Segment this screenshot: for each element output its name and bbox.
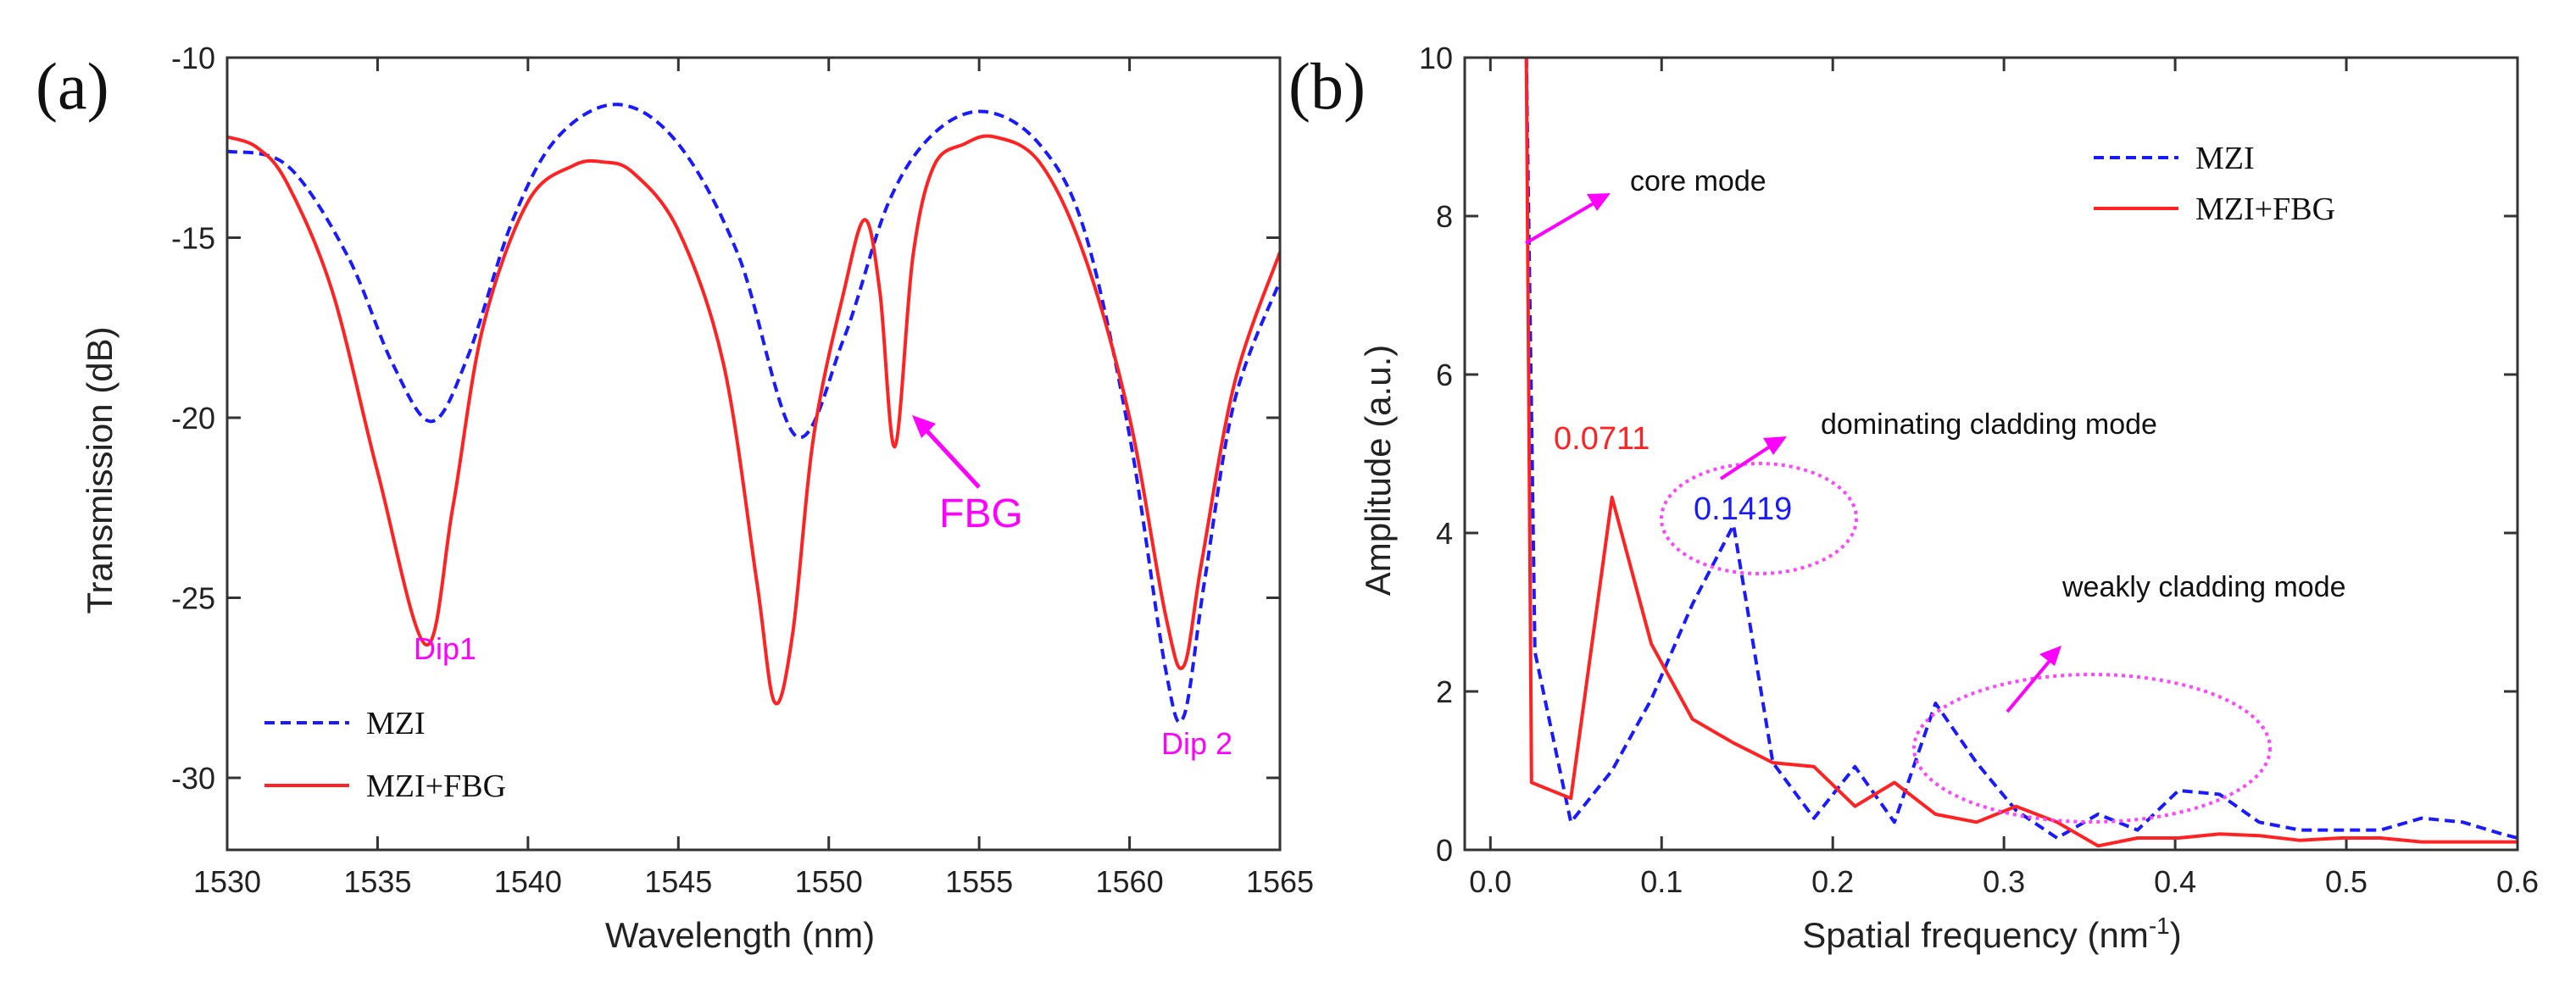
annotation-core-mode: core mode xyxy=(1524,165,1766,245)
x-axis-title-b-main: Spatial frequency (nm xyxy=(1802,915,2149,955)
axis-ticks-a: 1530 1535 1540 1545 1550 1555 1560 1565 -30 -25 -2… xyxy=(171,41,1314,899)
x-tick-label-a-5: 1555 xyxy=(945,864,1013,899)
series-line-a-mzifbg xyxy=(227,134,1280,706)
plot-frame-a xyxy=(225,56,1282,852)
legend-label-mzifbg-a: MZI+FBG xyxy=(366,769,506,804)
x-tick-label-b-4: 0.4 xyxy=(2154,864,2196,899)
x-tick-label-b-0: 0.0 xyxy=(1469,864,1511,899)
annotation-fbg: FBG xyxy=(912,415,1023,536)
y-tick-label-b-2: 4 xyxy=(1436,516,1453,551)
x-tick-label-a-4: 1550 xyxy=(795,864,863,899)
chart-panel-b: (b) Amplitude (a.u.) Spatial frequency (… xyxy=(1288,41,2539,955)
y-tick-label-b-5: 10 xyxy=(1419,41,1453,75)
series-line-a-mzi xyxy=(227,103,1280,724)
y-tick-label-b-0: 0 xyxy=(1436,833,1453,868)
dominating-arrow-head xyxy=(1763,436,1787,455)
annotation-weakly-cladding: weakly cladding mode xyxy=(1912,571,2346,824)
chart-panel-a: (a) Transmission (dB) Wavelength (nm) 15… xyxy=(36,41,1314,955)
core-mode-arrow-line xyxy=(1524,202,1595,245)
y-axis-title-a: Transmission (dB) xyxy=(80,326,120,613)
x-tick-label-a-7: 1565 xyxy=(1246,864,1314,899)
weakly-arrow-line xyxy=(2006,659,2051,713)
x-tick-label-b-1: 0.1 xyxy=(1640,864,1683,899)
x-tick-label-b-2: 0.2 xyxy=(1811,864,1854,899)
y-axis-title-b: Amplitude (a.u.) xyxy=(1358,345,1398,596)
x-axis-title-b-sup: -1 xyxy=(2149,913,2170,939)
fbg-arrow-head xyxy=(912,415,936,438)
panel-label-b: (b) xyxy=(1288,49,1366,123)
fbg-arrow-line xyxy=(925,429,981,489)
legend-label-mzifbg-b: MZI+FBG xyxy=(2195,191,2335,227)
x-axis-title-b-suffix: ) xyxy=(2170,915,2182,955)
dip2-label: Dip 2 xyxy=(1161,726,1232,761)
y-tick-label-a-1: -25 xyxy=(171,581,215,616)
panel-label-a: (a) xyxy=(36,49,109,123)
x-tick-label-b-3: 0.3 xyxy=(1983,864,2025,899)
dominating-cladding-ellipse xyxy=(1660,462,1858,575)
y-tick-label-a-0: -30 xyxy=(171,761,215,796)
peak-label-0.1419: 0.1419 xyxy=(1694,491,1792,527)
fbg-label: FBG xyxy=(939,491,1023,536)
x-tick-label-b-5: 0.5 xyxy=(2325,864,2367,899)
series-line-b-mzifbg xyxy=(1524,58,2518,848)
y-tick-label-a-2: -20 xyxy=(171,401,215,436)
x-axis-title-b: Spatial frequency (nm-1) xyxy=(1802,913,2181,955)
dominating-cladding-label: dominating cladding mode xyxy=(1821,408,2157,441)
x-tick-label-a-2: 1540 xyxy=(494,864,562,899)
legend-label-mzi-a: MZI xyxy=(366,706,426,741)
peak-label-0.0711: 0.0711 xyxy=(1554,421,1650,457)
series-a xyxy=(227,103,1280,724)
legend-a: MZI MZI+FBG xyxy=(264,706,506,804)
legend-label-mzi-b: MZI xyxy=(2195,141,2255,176)
y-tick-label-a-3: -15 xyxy=(171,221,215,256)
y-tick-label-b-4: 8 xyxy=(1436,199,1453,234)
x-tick-label-a-0: 1530 xyxy=(193,864,261,899)
series-b xyxy=(1524,58,2518,848)
core-mode-label: core mode xyxy=(1630,165,1766,197)
core-mode-arrow-head xyxy=(1587,193,1611,211)
plot-frame-b xyxy=(1463,56,2519,852)
x-tick-label-a-3: 1545 xyxy=(644,864,712,899)
axis-ticks-b: 0.0 0.1 0.2 0.3 0.4 0.5 0.6 0 2 4 6 8 10 xyxy=(1419,41,2539,899)
x-tick-label-a-6: 1560 xyxy=(1096,864,1164,899)
y-tick-label-a-4: -10 xyxy=(171,41,215,75)
x-tick-label-b-6: 0.6 xyxy=(2496,864,2539,899)
weakly-cladding-label: weakly cladding mode xyxy=(2061,571,2346,603)
x-tick-label-a-1: 1535 xyxy=(343,864,411,899)
dominating-arrow-line xyxy=(1719,445,1772,480)
legend-b: MZI MZI+FBG xyxy=(2094,141,2335,227)
y-tick-label-b-1: 2 xyxy=(1436,674,1453,709)
annotation-dominating-cladding: dominating cladding mode xyxy=(1660,408,2157,575)
x-axis-title-a: Wavelength (nm) xyxy=(605,915,875,955)
y-tick-label-b-3: 6 xyxy=(1436,358,1453,392)
weakly-cladding-ellipse xyxy=(1912,673,2272,824)
weakly-arrow-head xyxy=(2039,646,2061,666)
dip1-label: Dip1 xyxy=(414,631,476,666)
